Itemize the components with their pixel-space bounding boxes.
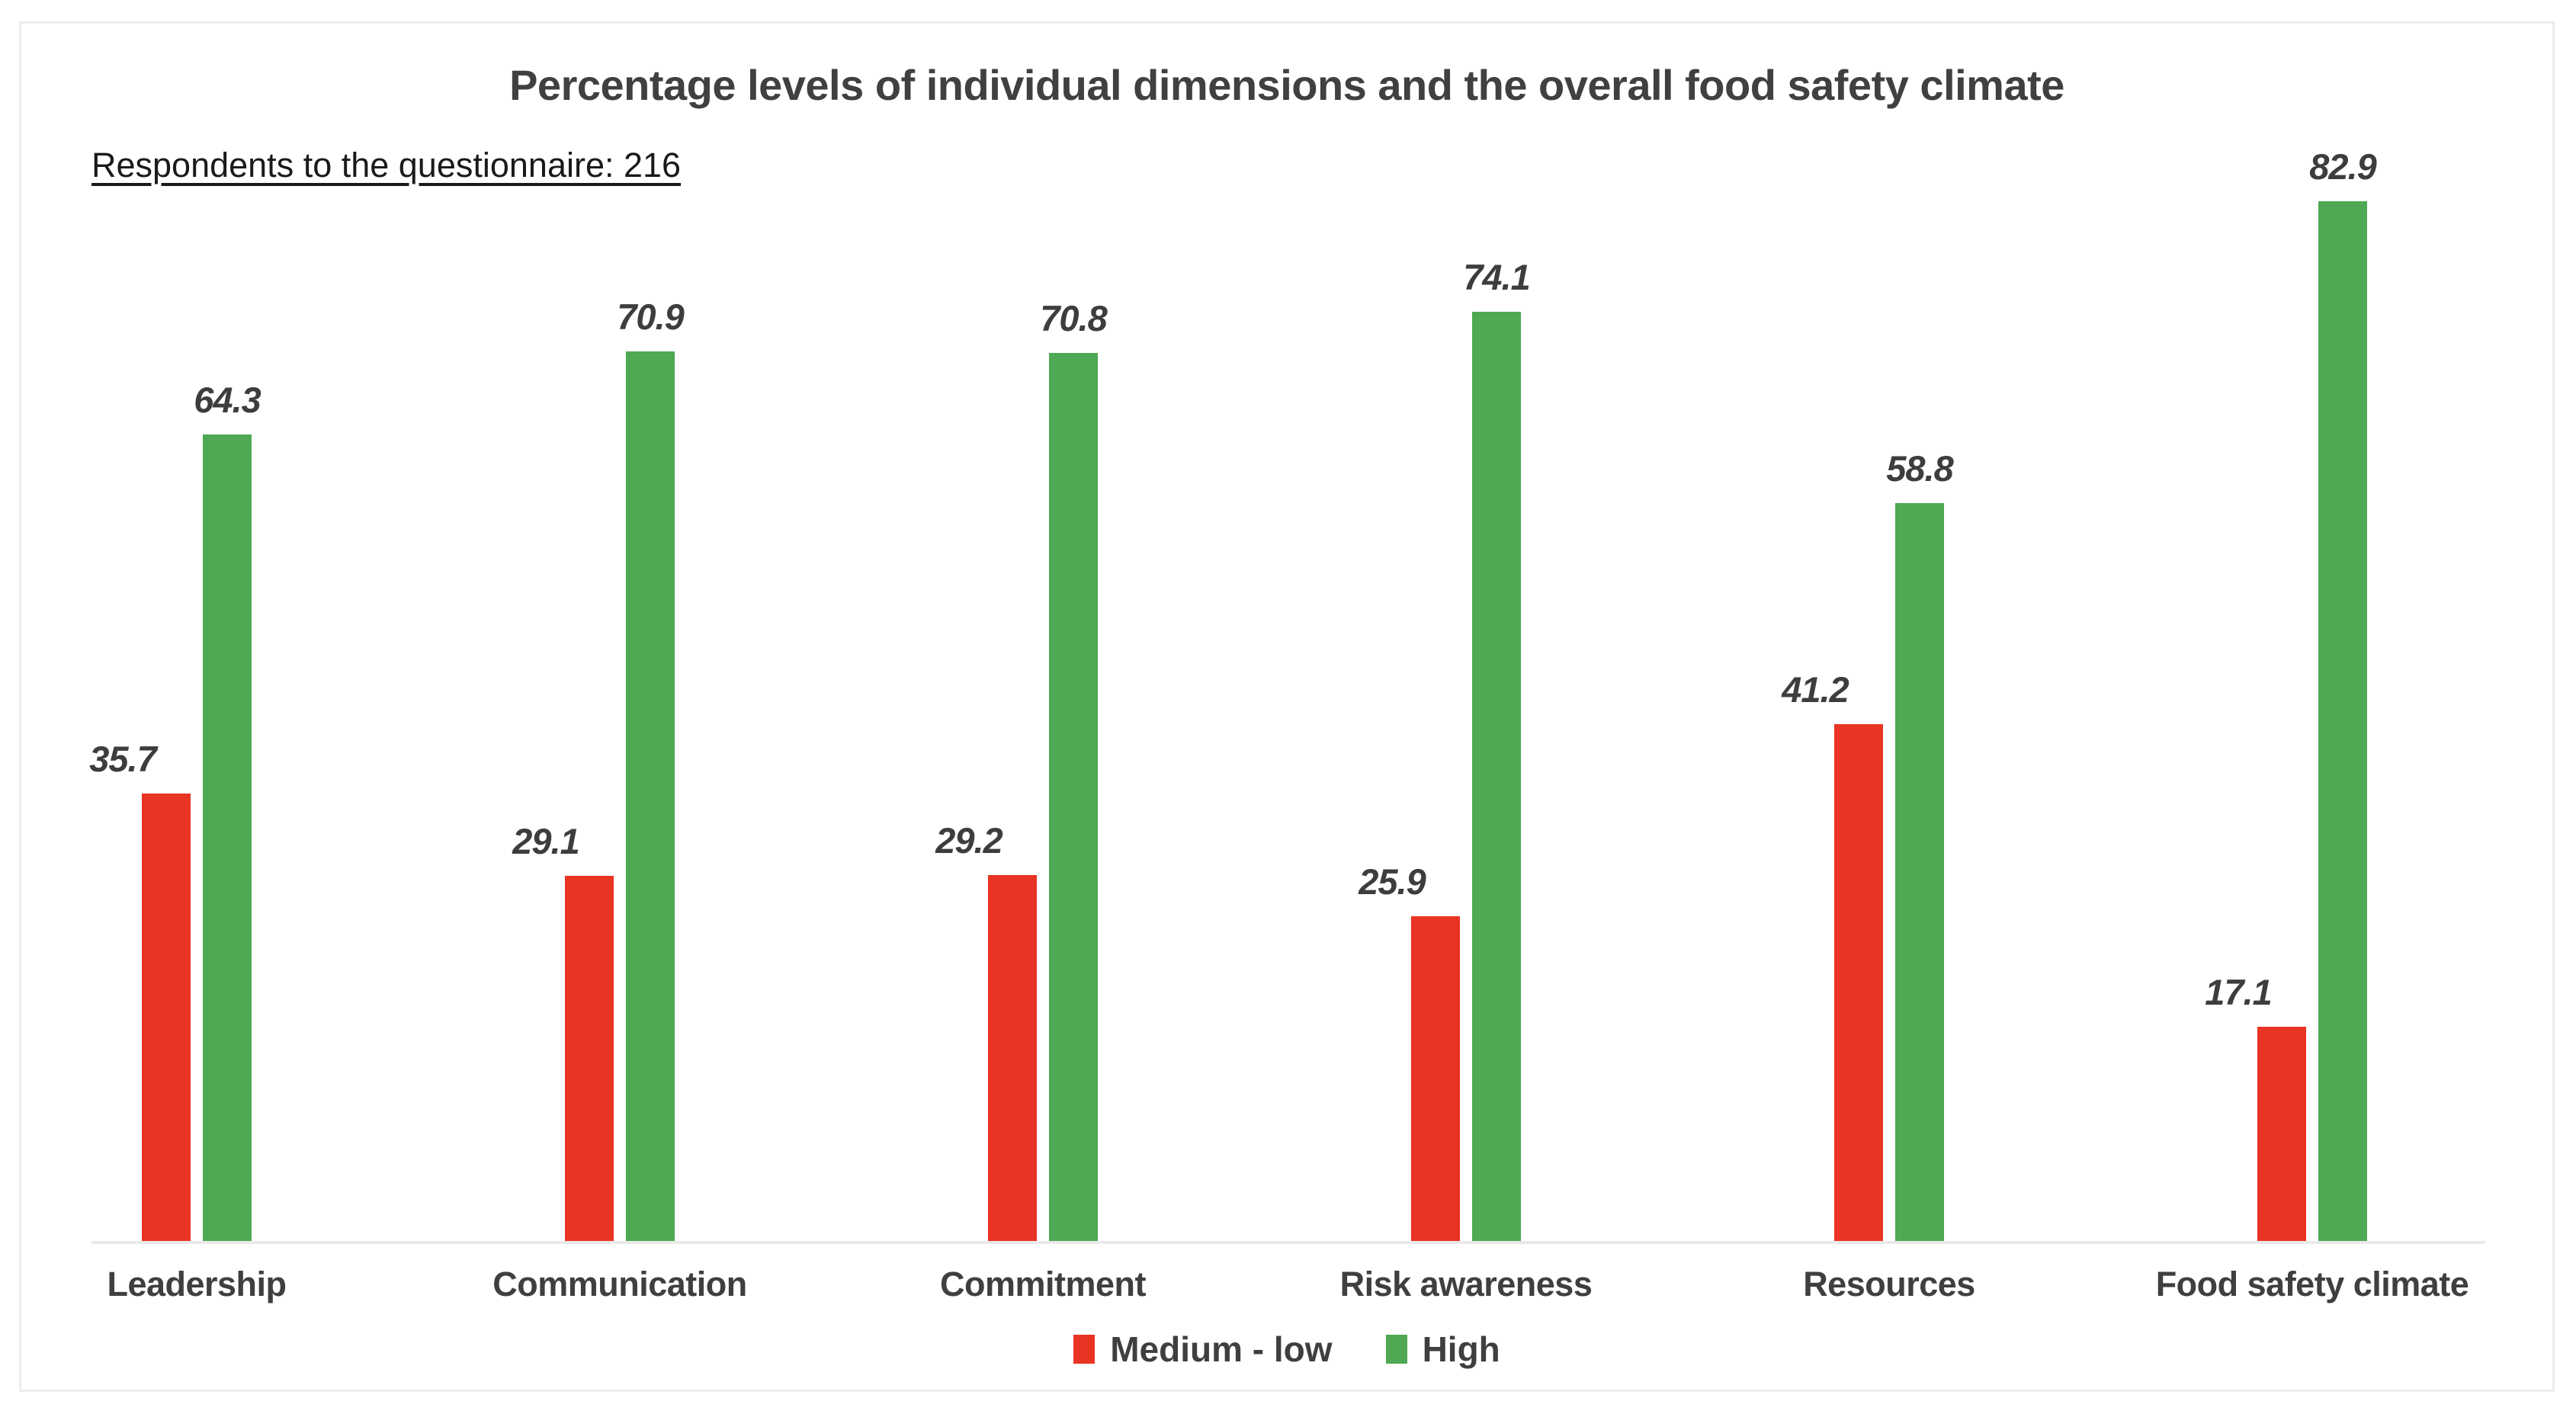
data-label-medium-low-risk-awareness: 25.9 [1359, 861, 1426, 902]
bar-high-risk-awareness [1472, 312, 1521, 1241]
data-label-high-food-safety-climate: 82.9 [2309, 146, 2376, 187]
x-axis-line [91, 1241, 2485, 1244]
data-label-high-communication: 70.9 [617, 297, 684, 337]
bar-medium-low-communication [565, 876, 614, 1241]
bar-high-communication [626, 351, 675, 1241]
data-label-high-risk-awareness: 74.1 [1463, 257, 1530, 297]
legend-item-high: High [1385, 1329, 1500, 1370]
bar-medium-low-food-safety-climate [2257, 1027, 2306, 1241]
data-label-medium-low-communication: 29.1 [512, 821, 579, 861]
bar-high-commitment [1049, 353, 1098, 1241]
chart-title: Percentage levels of individual dimensio… [509, 61, 2064, 109]
bar-high-resources [1895, 503, 1944, 1241]
data-label-high-leadership: 64.3 [194, 380, 261, 420]
data-label-high-commitment: 70.8 [1040, 298, 1107, 338]
x-axis-label-risk-awareness: Risk awareness [1339, 1265, 1593, 1303]
legend-label-medium-low: Medium - low [1110, 1329, 1333, 1369]
data-label-high-resources: 58.8 [1886, 448, 1953, 489]
data-label-medium-low-leadership: 35.7 [89, 739, 156, 779]
plot-area: 35.7 64.3 29.1 70.9 29.2 70.8 25.9 74.1 41.2 58.8… [21, 24, 2552, 1241]
bar-medium-low-leadership [142, 794, 191, 1241]
x-axis-label-leadership: Leadership [107, 1265, 287, 1303]
x-axis-labels: Leadership Communication Commitment Risk aw… [21, 24, 2552, 1390]
data-label-medium-low-commitment: 29.2 [935, 820, 1002, 861]
chart-canvas: Percentage levels of individual dimensio… [19, 21, 2555, 1392]
bar-medium-low-resources [1834, 724, 1883, 1241]
bar-high-food-safety-climate [2318, 201, 2367, 1241]
legend-label-high: High [1422, 1329, 1500, 1369]
legend-swatch-medium-low [1073, 1335, 1096, 1364]
legend-item-medium-low: Medium - low [1073, 1329, 1333, 1370]
x-axis-label-resources: Resources [1803, 1265, 1975, 1303]
x-axis-label-food-safety-climate: Food safety climate [2155, 1265, 2469, 1303]
x-axis-label-commitment: Commitment [939, 1265, 1147, 1303]
data-label-medium-low-resources: 41.2 [1782, 669, 1849, 710]
chart-legend: Medium - low High [21, 1329, 2552, 1370]
bar-medium-low-risk-awareness [1411, 916, 1460, 1241]
legend-swatch-high [1385, 1335, 1407, 1364]
bar-high-leadership [203, 434, 252, 1241]
data-label-medium-low-food-safety-climate: 17.1 [2205, 972, 2272, 1012]
respondents-note: Respondents to the questionnaire: 216 [91, 146, 682, 184]
x-axis-label-communication: Communication [492, 1265, 747, 1303]
bar-medium-low-commitment [988, 875, 1037, 1241]
